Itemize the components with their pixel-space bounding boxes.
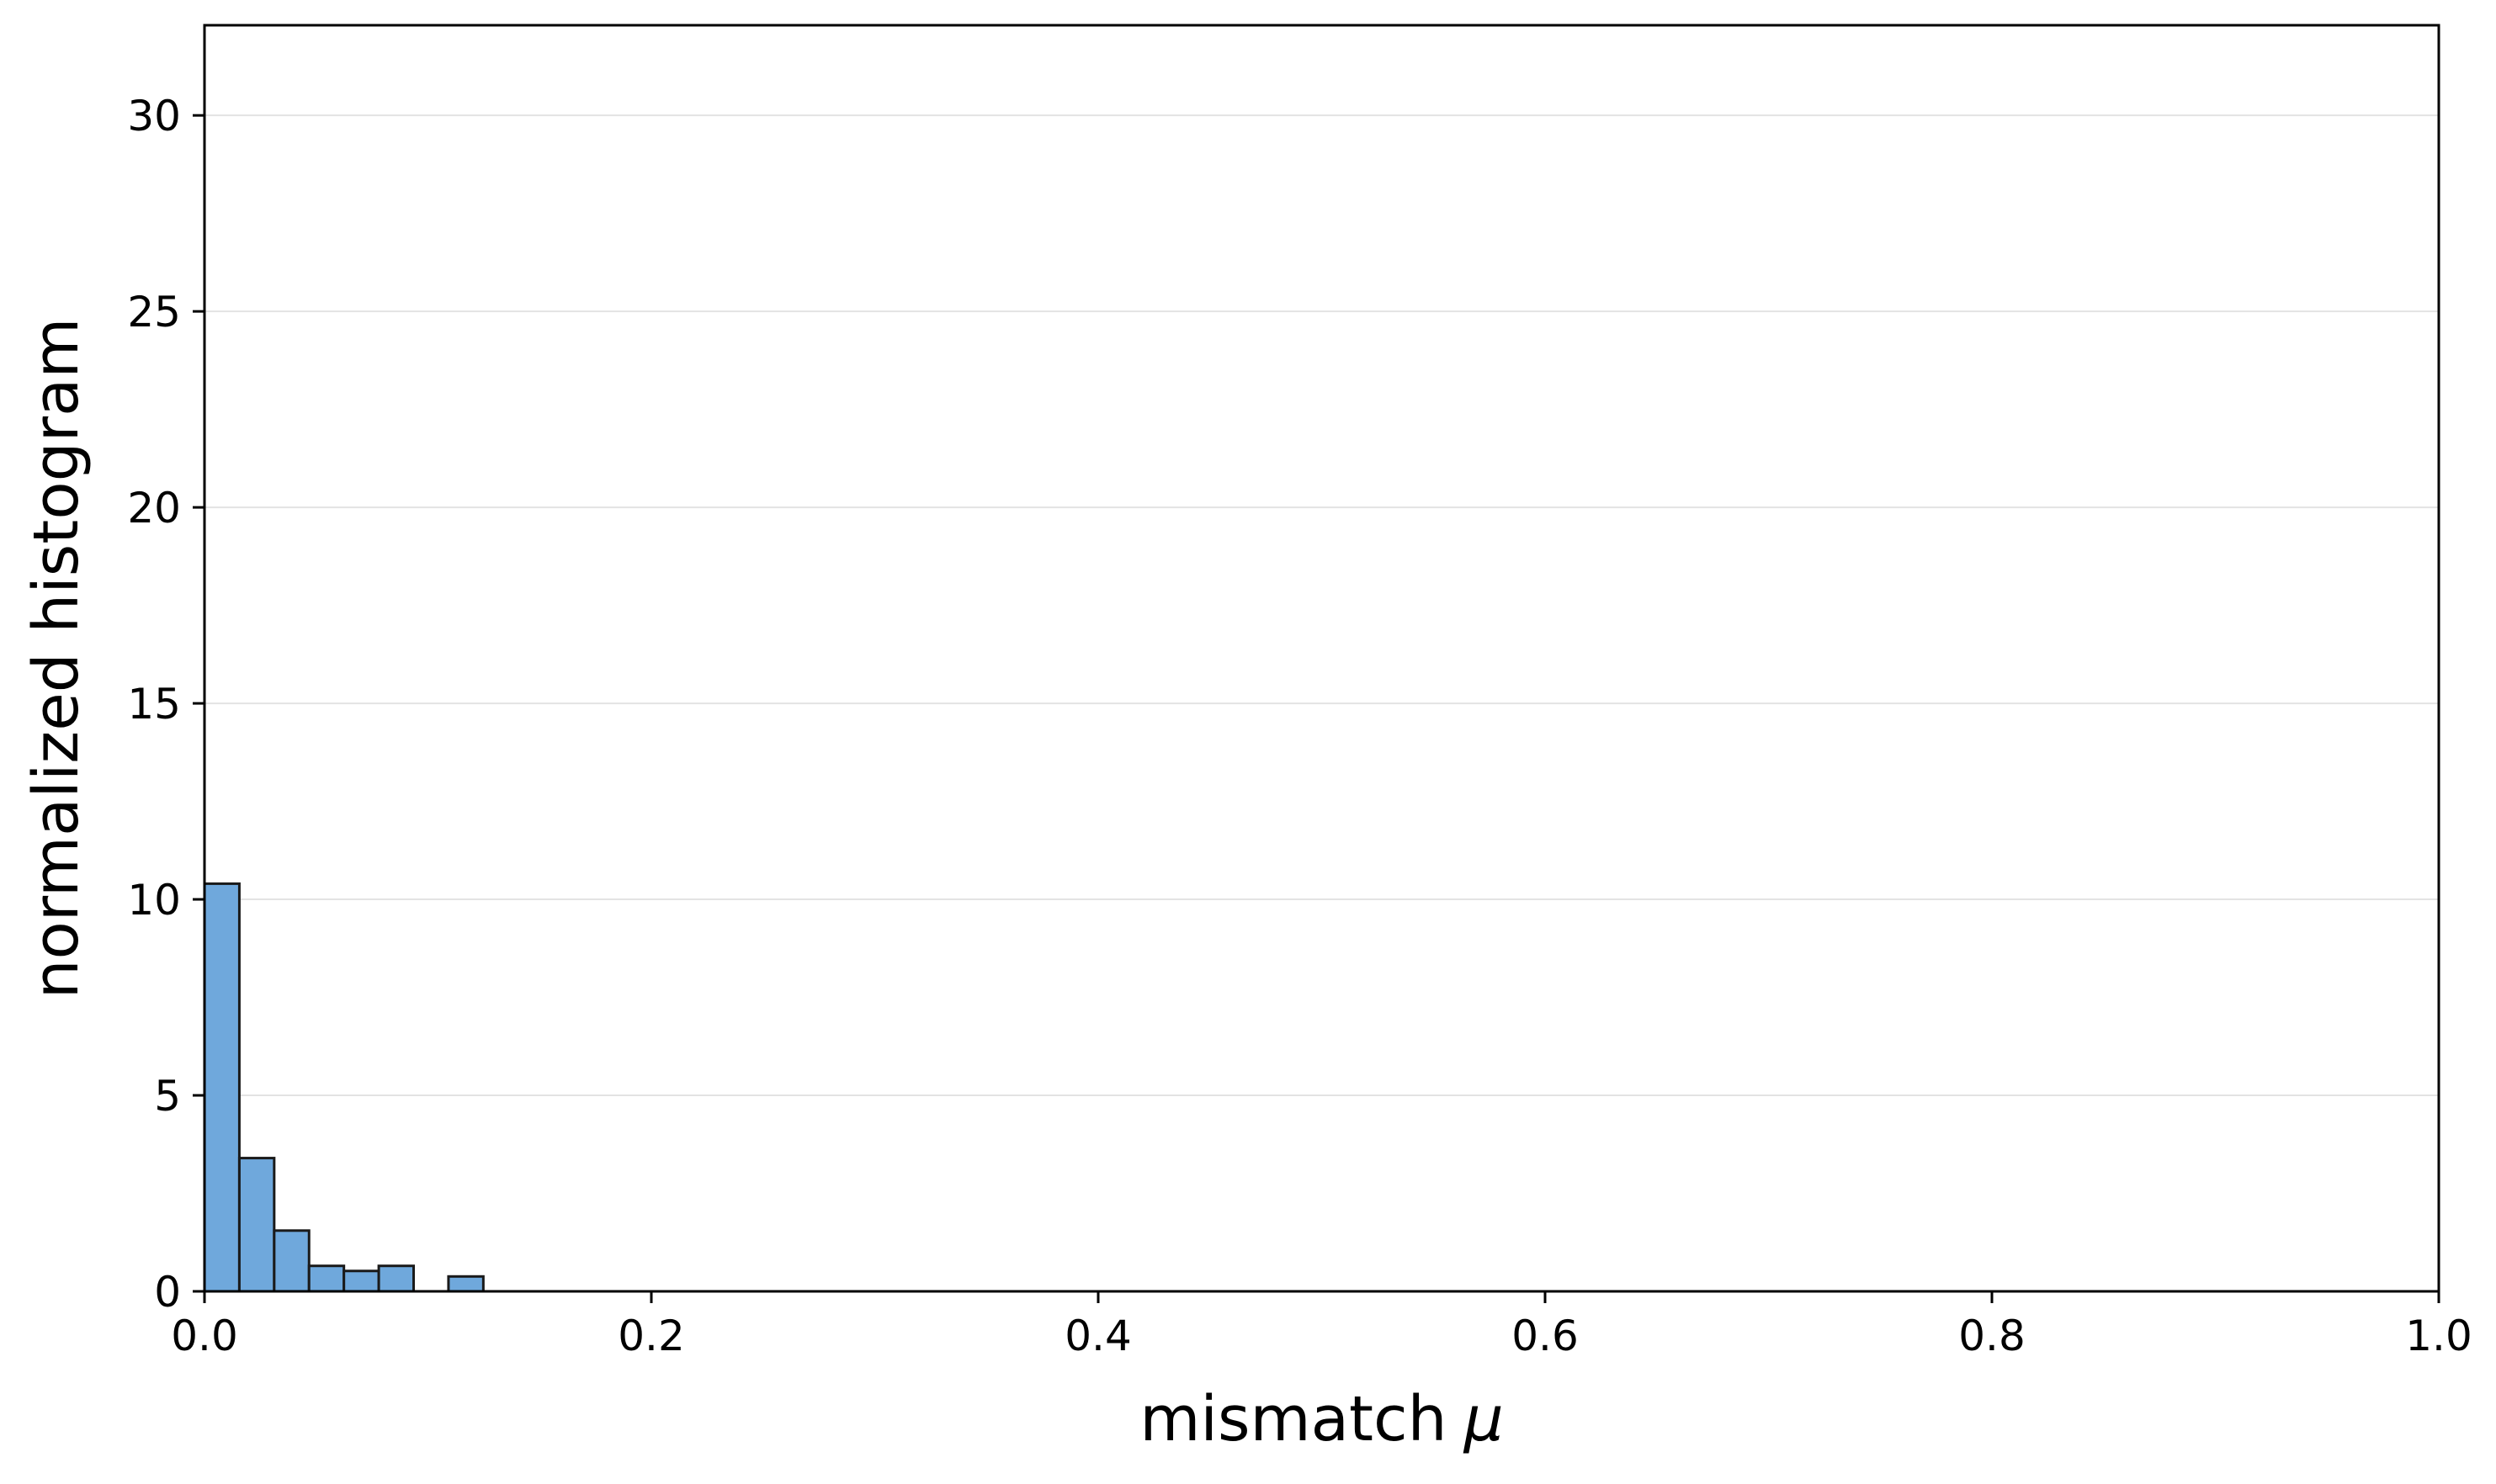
histogram-bars: [203, 882, 485, 1293]
x-tick-label: 1.0: [2405, 1312, 2472, 1360]
histogram-bar: [447, 1275, 485, 1293]
y-tick-label: 25: [127, 288, 181, 337]
histogram-bar: [237, 1157, 276, 1293]
histogram-bar: [273, 1229, 311, 1293]
y-tick-label: 15: [127, 680, 181, 729]
x-tick-label: 0.2: [618, 1312, 685, 1360]
x-tick-label: 0.4: [1065, 1312, 1132, 1360]
y-tick-label: 20: [127, 484, 181, 533]
axis-ticks: 0.0 0.2 0.4 0.6 0.8 1.0 0 5 10 15 20 25 30: [127, 92, 2472, 1360]
x-tick-label: 0.6: [1511, 1312, 1579, 1360]
x-axis-title-symbol: μ: [1463, 1383, 1504, 1455]
histogram-bar: [203, 882, 241, 1293]
x-tick-label: 0.0: [171, 1312, 238, 1360]
histogram-bar: [343, 1269, 380, 1293]
x-axis-title: mismatch μ: [1139, 1383, 1503, 1455]
x-tick-label: 0.8: [1958, 1312, 2026, 1360]
y-tick-label: 30: [127, 92, 181, 140]
y-tick-label: 5: [154, 1072, 181, 1121]
plot-frame: [203, 24, 2440, 1293]
histogram-bar: [307, 1264, 346, 1293]
y-tick-label: 10: [127, 876, 181, 925]
histogram-bar: [377, 1264, 416, 1293]
x-axis-title-text: mismatch: [1139, 1383, 1447, 1455]
y-axis-title: normalized histogram: [20, 318, 93, 999]
y-tick-label: 0: [154, 1268, 181, 1317]
grid-lines: [204, 114, 2439, 1097]
